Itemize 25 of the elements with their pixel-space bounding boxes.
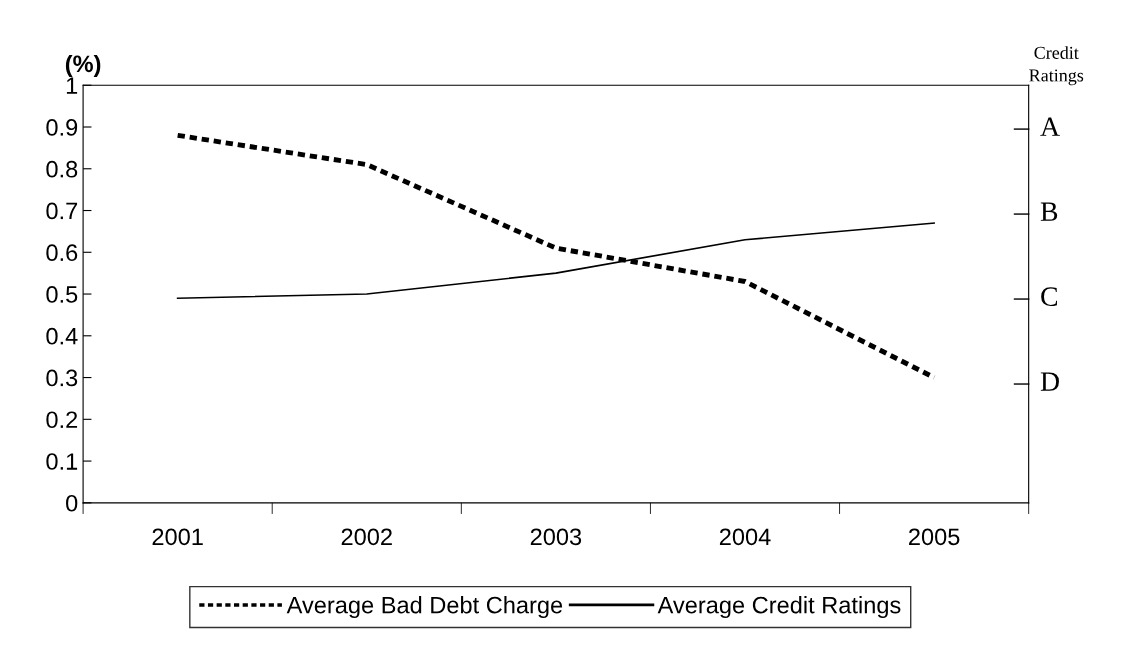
text: D [1040,372,1059,391]
y-tick-label: 0.7 [46,202,78,220]
y2-axis-title: Credit Ratings [1029,46,1084,86]
y-tick-label: 0.5 [46,286,78,303]
y-tick-label: 1 [66,77,78,94]
legend-label: Average Bad Debt Charge [286,596,563,619]
text: A [1040,117,1060,136]
y-axis-title: (%) [65,54,101,77]
x-tick-label: 2002 [341,528,392,546]
x-tick-label: 2003 [530,528,582,546]
x-tick-label: 2005 [909,528,960,546]
line-series [175,132,937,380]
legend-label: Average Credit Ratings [657,596,901,619]
y-tick-label: 0.8 [46,160,78,178]
text: C [1041,287,1058,306]
y-tick-label: 0.2 [46,411,78,429]
y-tick-label: 0.3 [46,369,78,387]
y-tick-label: 0.4 [46,327,78,345]
text: B [1040,202,1058,221]
x-tick-label: 2001 [152,528,203,546]
y-tick-label: 0 [66,494,78,512]
y-tick-label: 0.1 [46,453,78,470]
x-tick-label: 2004 [719,528,771,546]
y-tick-label: 0.6 [46,244,78,262]
y-tick-label: 0.9 [46,119,78,136]
